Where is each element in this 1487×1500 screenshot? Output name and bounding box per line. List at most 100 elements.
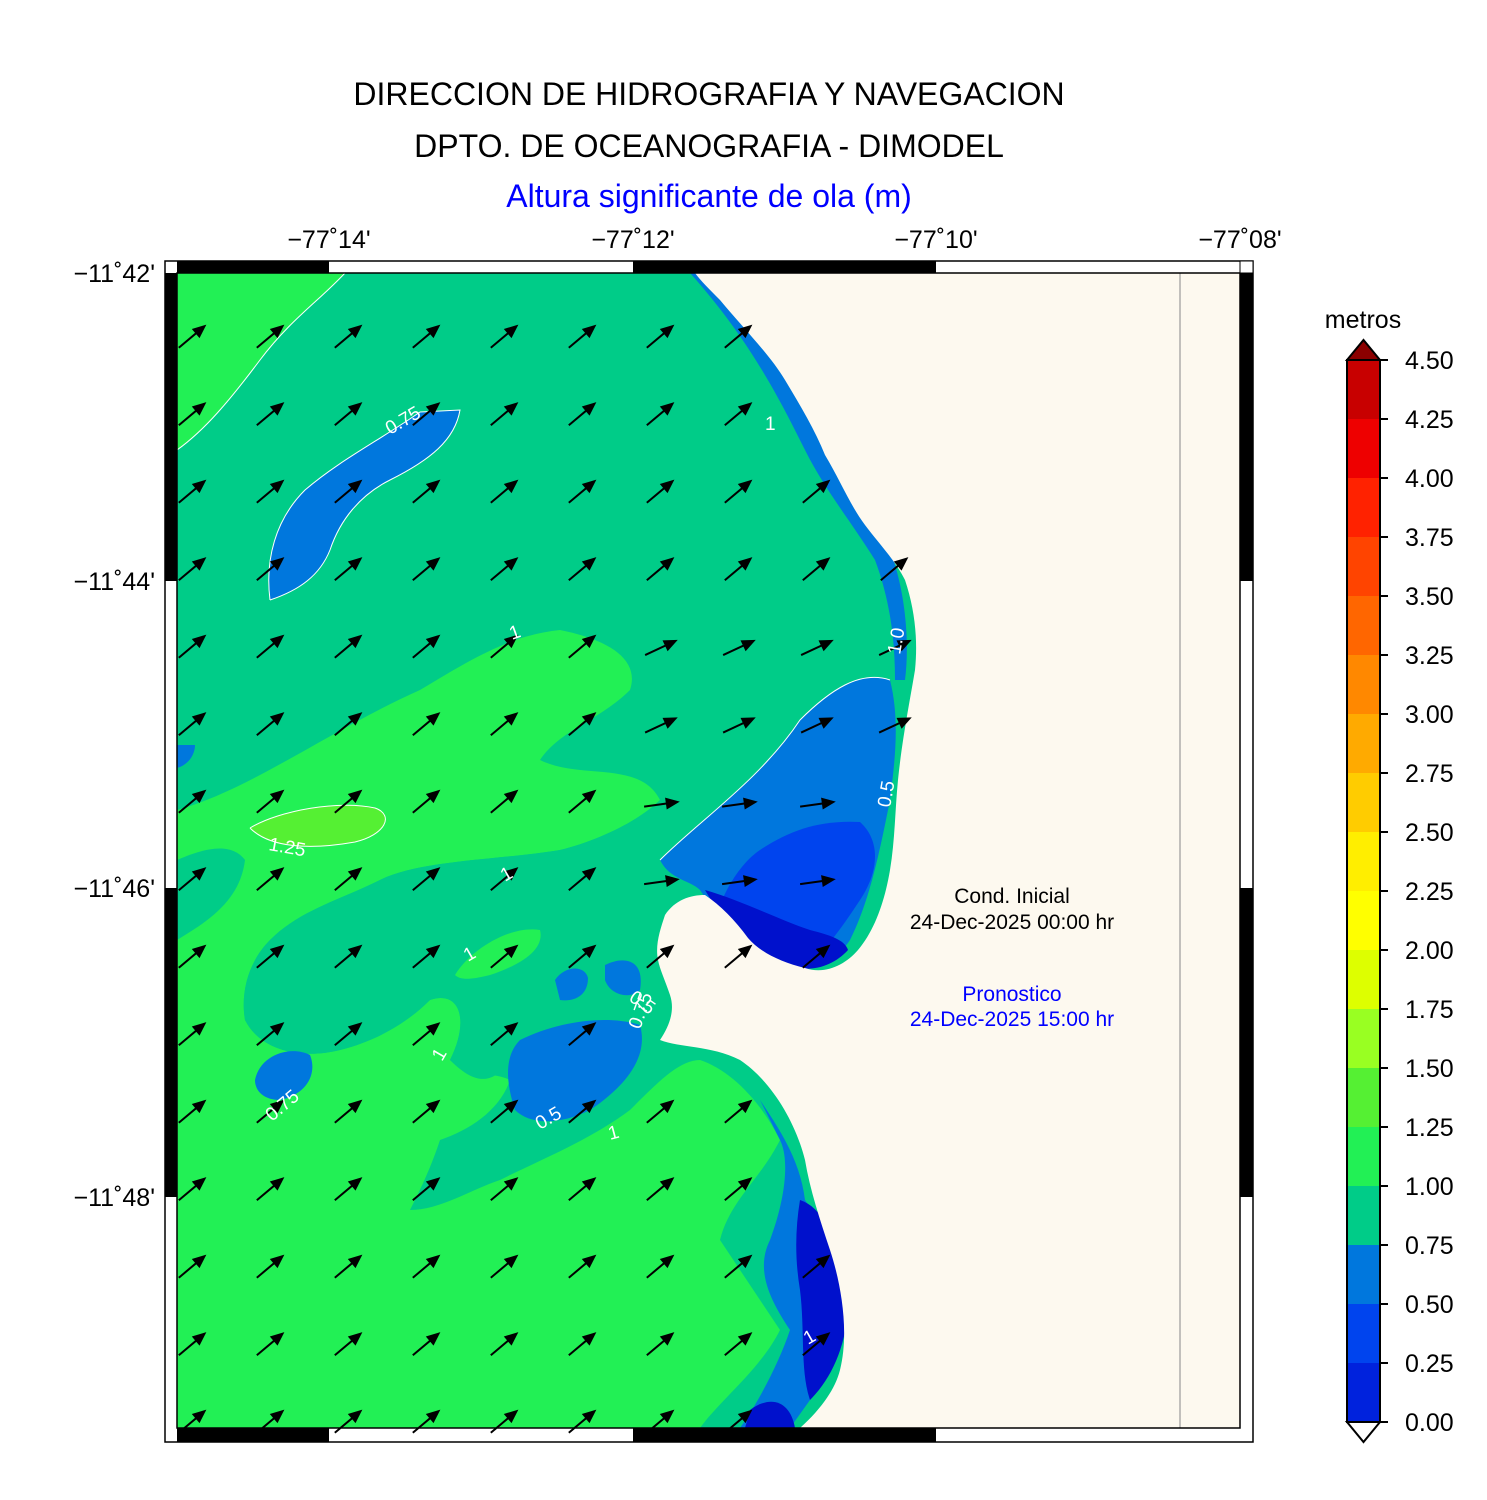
colorbar-level-label: 3.50 — [1405, 583, 1454, 611]
initial-time: 24-Dec-2025 00:00 hr — [910, 911, 1114, 934]
wave-arrow — [643, 875, 680, 888]
wave-arrow — [178, 557, 207, 581]
wave-arrow — [256, 402, 285, 426]
colorbar-overflow-triangle — [1344, 338, 1383, 361]
wave-arrow — [412, 1099, 441, 1124]
wave-arrow — [256, 712, 285, 736]
wave-arrow — [334, 634, 363, 659]
wave-arrow — [722, 717, 756, 734]
wave-arrow — [646, 1099, 675, 1124]
wave-arrow — [412, 557, 441, 581]
wave-arrow — [802, 557, 831, 581]
colorbar-swatch — [1347, 1186, 1380, 1246]
wave-arrow — [646, 1254, 675, 1279]
wave-arrow — [334, 324, 363, 349]
wave-arrow — [568, 1099, 597, 1124]
band-050-075-speck — [555, 968, 588, 1001]
wave-arrow — [568, 479, 597, 504]
wave-arrow — [568, 712, 597, 736]
contour-label: 1.0 — [884, 626, 909, 656]
wave-arrow — [334, 1254, 363, 1279]
colorbar-swatch — [1347, 478, 1380, 538]
colorbar-swatch — [1347, 1127, 1380, 1187]
band-000-025-bay — [705, 890, 848, 969]
wave-arrow — [178, 1177, 207, 1201]
wave-arrow — [568, 867, 597, 891]
wave-arrow — [412, 1022, 441, 1046]
wave-arrow — [490, 789, 519, 814]
wave-arrow — [724, 402, 753, 426]
wave-arrow — [334, 557, 363, 581]
wave-arrow — [643, 797, 680, 810]
wave-arrow — [490, 944, 519, 969]
lat-tick-label: −11˚46' — [74, 875, 155, 903]
lat-tick-label: −11˚44' — [74, 568, 155, 596]
wave-arrow — [490, 1022, 519, 1046]
wave-arrow — [568, 1177, 597, 1201]
wave-direction-arrows — [178, 324, 912, 1434]
band-125-150 — [250, 805, 386, 847]
wave-arrow — [178, 944, 207, 969]
wave-arrow — [490, 402, 519, 426]
wave-arrow — [178, 789, 207, 814]
wave-arrow — [256, 1332, 285, 1356]
wave-arrow — [256, 634, 285, 659]
wave-arrow — [334, 479, 363, 504]
wave-arrow — [412, 479, 441, 504]
colorbar-level-label: 1.00 — [1405, 1173, 1454, 1201]
wave-arrow — [878, 717, 912, 734]
wave-arrow — [256, 944, 285, 969]
colorbar-level-label: 0.50 — [1405, 1291, 1454, 1319]
forecast-time: 24-Dec-2025 15:00 hr — [910, 1008, 1114, 1031]
colorbar-swatch — [1347, 1304, 1380, 1364]
wave-arrow — [724, 1254, 753, 1279]
wave-arrow — [412, 1409, 441, 1434]
colorbar-swatch — [1347, 891, 1380, 951]
colorbar-level-label: 0.75 — [1405, 1232, 1454, 1260]
wave-arrow — [412, 944, 441, 969]
contour-field — [177, 273, 1240, 1428]
colorbar-swatch — [1347, 655, 1380, 715]
colorbar: metros 4.50 4.25 4.00 3.75 3.50 3.25 3.00 2.75 2… — [1325, 306, 1454, 1444]
band-050-075-west — [255, 1051, 313, 1100]
wave-arrow — [568, 557, 597, 581]
wave-arrow — [800, 717, 834, 734]
wave-arrow — [878, 639, 912, 656]
wave-arrow — [178, 867, 207, 891]
wave-arrow — [646, 944, 675, 969]
wave-arrow — [568, 1022, 597, 1046]
wave-arrow — [799, 797, 836, 810]
band-100-125-island — [455, 929, 541, 979]
colorbar-underflow-triangle — [1344, 1421, 1383, 1444]
wave-arrow — [490, 479, 519, 504]
colorbar-swatch — [1347, 773, 1380, 833]
wave-arrow — [412, 1254, 441, 1279]
colorbar-level-label: 4.25 — [1405, 406, 1454, 434]
wave-arrow — [334, 789, 363, 814]
colorbar-title: metros — [1325, 306, 1401, 334]
wave-arrow — [178, 479, 207, 504]
wave-arrow — [256, 1022, 285, 1046]
map-frame — [164, 260, 1254, 1443]
wave-arrow — [334, 402, 363, 426]
wave-arrow — [568, 1332, 597, 1356]
band-050-075-south — [508, 1020, 642, 1122]
wave-arrow — [646, 1177, 675, 1201]
wave-arrow — [646, 479, 675, 504]
wave-arrow — [256, 324, 285, 349]
contour-line — [268, 409, 461, 601]
wave-arrow — [334, 944, 363, 969]
wave-arrow — [412, 1177, 441, 1201]
contour-line — [249, 804, 386, 847]
wave-arrow — [724, 1099, 753, 1124]
colorbar-level-label: 1.50 — [1405, 1055, 1454, 1083]
colorbar-level-label: 3.75 — [1405, 524, 1454, 552]
colorbar-swatch — [1347, 714, 1380, 774]
contour-line — [177, 273, 346, 451]
wave-arrow — [724, 479, 753, 504]
wave-arrow — [568, 634, 597, 659]
wave-arrow — [256, 1099, 285, 1124]
wave-arrow — [178, 1099, 207, 1124]
colorbar-level-label: 2.00 — [1405, 937, 1454, 965]
contour-label: 0.5 — [874, 779, 899, 809]
